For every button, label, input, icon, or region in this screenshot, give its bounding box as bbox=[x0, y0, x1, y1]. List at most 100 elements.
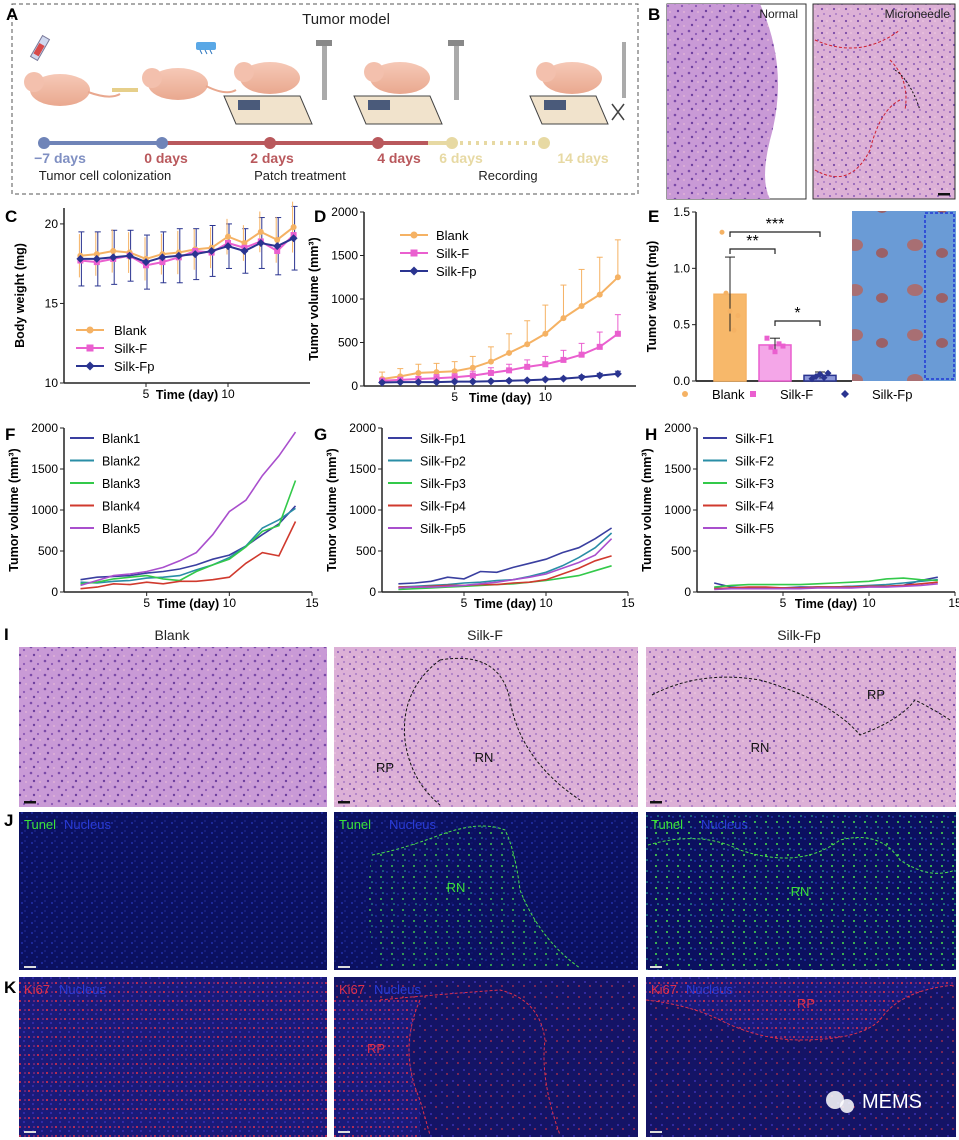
data-point bbox=[613, 369, 622, 378]
data-point bbox=[240, 246, 249, 255]
region-label: RN bbox=[791, 884, 810, 899]
counterstain-label: Nucleus bbox=[389, 817, 436, 832]
category-label: Silk-F bbox=[780, 387, 813, 402]
series-line bbox=[80, 521, 297, 590]
x-tick-label: 10 bbox=[539, 390, 553, 404]
legend-label: Silk-Fp2 bbox=[420, 455, 466, 469]
data-point bbox=[486, 377, 495, 386]
series-line bbox=[398, 538, 613, 589]
x-tick-label: 10 bbox=[539, 596, 553, 610]
timeline-label: −7 days bbox=[34, 150, 86, 166]
y-tick-label: 10 bbox=[45, 376, 59, 390]
he-image-silk-fp bbox=[646, 647, 956, 807]
y-axis-label: Tumor volume (mm³) bbox=[640, 448, 654, 571]
scale-bar bbox=[338, 801, 350, 804]
stain-label: Ki67 bbox=[651, 982, 677, 997]
scale-bar bbox=[650, 801, 662, 804]
data-point bbox=[92, 254, 101, 263]
ki67-positive-region bbox=[334, 1000, 420, 1137]
y-tick-label: 20 bbox=[45, 217, 59, 231]
data-point bbox=[723, 290, 729, 296]
timeline-node bbox=[446, 137, 458, 149]
tunel-positive-region bbox=[367, 826, 580, 968]
tumor-photo bbox=[852, 211, 956, 381]
data-point bbox=[506, 349, 513, 356]
column-title-silk-fp: Silk-Fp bbox=[777, 627, 821, 643]
tumor-photo-image bbox=[852, 211, 956, 381]
scale-bar bbox=[338, 966, 350, 968]
stain-label: Ki67 bbox=[339, 982, 365, 997]
scale-bar bbox=[24, 1131, 36, 1133]
timeline-node bbox=[264, 137, 276, 149]
x-tick-label: 10 bbox=[223, 596, 237, 610]
data-point bbox=[764, 335, 770, 341]
legend-label: Silk-F2 bbox=[735, 455, 774, 469]
y-axis-label: Body weight (mg) bbox=[13, 243, 27, 348]
series-line bbox=[714, 577, 938, 588]
timeline-label: 4 days bbox=[377, 150, 421, 166]
data-point bbox=[505, 376, 514, 385]
data-point bbox=[451, 368, 458, 375]
column-title-silk-f: Silk-F bbox=[467, 627, 503, 643]
data-point bbox=[109, 253, 118, 262]
counterstain-label: Nucleus bbox=[701, 817, 748, 832]
scale-bar bbox=[338, 1131, 350, 1133]
data-point bbox=[410, 249, 418, 257]
x-axis-label: Time (day) bbox=[157, 597, 219, 611]
y-tick-label: 2000 bbox=[349, 421, 376, 435]
scale-with-mouse-1 bbox=[223, 40, 332, 125]
data-point bbox=[541, 375, 550, 384]
timeline-label: 14 days bbox=[557, 150, 609, 166]
data-point bbox=[76, 254, 85, 263]
panel-letter-k: K bbox=[4, 978, 17, 997]
boundary-silk-fp bbox=[645, 984, 956, 1041]
tumor-photo-highlight bbox=[924, 212, 955, 380]
region-label: RP bbox=[797, 996, 815, 1011]
counterstain-label: Nucleus bbox=[374, 982, 421, 997]
data-point bbox=[614, 330, 621, 337]
category-label: Blank bbox=[712, 387, 745, 402]
legend-label: Silk-F bbox=[436, 246, 469, 261]
data-point bbox=[595, 371, 604, 380]
data-point bbox=[719, 229, 725, 235]
legend-label: Silk-F4 bbox=[735, 500, 774, 514]
mouse-illustration-1 bbox=[24, 72, 121, 106]
data-point bbox=[207, 246, 216, 255]
data-point bbox=[468, 377, 477, 386]
data-point bbox=[85, 361, 95, 371]
x-tick-label: 15 bbox=[621, 596, 635, 610]
category-label: Silk-Fp bbox=[872, 387, 912, 402]
timeline-label: 0 days bbox=[144, 150, 188, 166]
counterstain-label: Nucleus bbox=[59, 982, 106, 997]
stain-label: Tunel bbox=[339, 817, 371, 832]
chart-h: H 0 500 1000 1500 2000 Tumor volume (mm³) 5 10 15… bbox=[640, 421, 959, 611]
y-tick-label: 500 bbox=[356, 544, 376, 558]
boundary-silk-f bbox=[371, 825, 581, 969]
data-point bbox=[241, 240, 248, 246]
series-line bbox=[80, 431, 297, 587]
data-point bbox=[487, 358, 494, 365]
legend-label: Silk-Fp4 bbox=[420, 500, 466, 514]
y-tick-label: 1500 bbox=[664, 462, 691, 476]
data-point bbox=[378, 378, 387, 387]
boundary-silk-f bbox=[403, 657, 581, 806]
region-label: RN bbox=[475, 750, 494, 765]
data-point bbox=[772, 349, 778, 355]
data-point bbox=[735, 313, 741, 319]
data-point bbox=[174, 251, 183, 260]
y-tick-label: 1500 bbox=[331, 249, 358, 263]
panel-letter: H bbox=[645, 425, 657, 444]
stain-label: Ki67 bbox=[24, 982, 50, 997]
panel-letter: E bbox=[648, 207, 659, 226]
timeline-node bbox=[372, 137, 384, 149]
data-point bbox=[450, 377, 459, 386]
tissue-normal bbox=[667, 4, 778, 199]
legend-label: Silk-F bbox=[114, 341, 147, 356]
he-image-blank bbox=[19, 647, 327, 807]
series-line bbox=[714, 581, 938, 590]
data-point bbox=[776, 341, 782, 347]
data-point bbox=[451, 374, 458, 381]
stage-label: Recording bbox=[478, 168, 537, 183]
